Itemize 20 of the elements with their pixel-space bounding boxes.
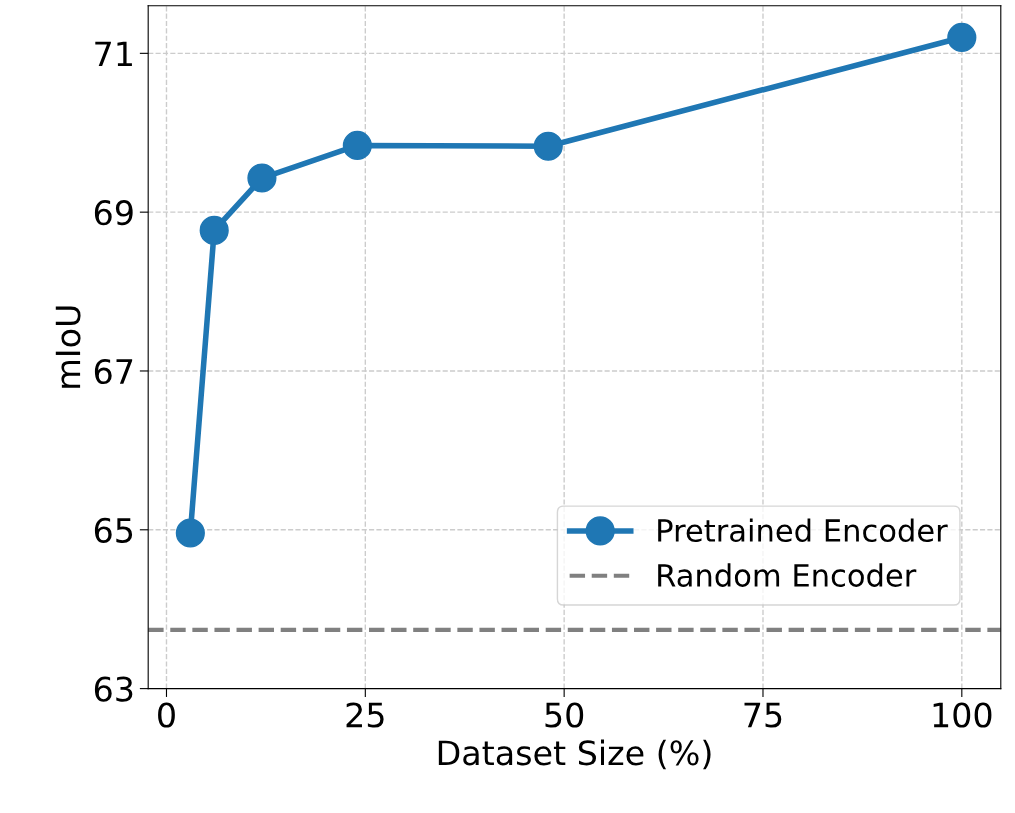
y-tick-label: 63 [94, 676, 133, 702]
x-tick-label: 100 [933, 702, 992, 728]
x-axis-title: Dataset Size (%) [438, 739, 711, 770]
legend-label: Pretrained Encoder [658, 518, 948, 543]
point [947, 22, 977, 53]
y-axis-title: mIoU [55, 306, 81, 388]
point [247, 163, 277, 193]
point [199, 215, 229, 246]
y-tick-label: 71 [95, 41, 132, 66]
y-tick-label: 67 [94, 358, 133, 385]
point [342, 130, 372, 161]
x-tick-label: 50 [545, 702, 584, 728]
x-tick-label: 25 [346, 702, 384, 728]
point [175, 518, 205, 548]
point [533, 131, 563, 161]
y-tick-label: 69 [94, 200, 133, 226]
legend-label: Random Encoder [658, 563, 917, 587]
x-tick-label: 75 [744, 702, 782, 728]
x-tick-label: 0 [158, 702, 175, 728]
y-tick-label: 65 [94, 517, 133, 543]
